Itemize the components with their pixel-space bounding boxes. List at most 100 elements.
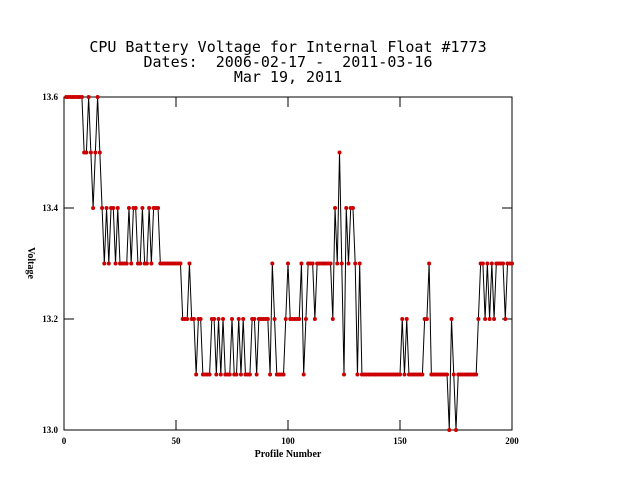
data-point xyxy=(254,372,259,377)
data-point xyxy=(106,261,111,266)
data-point xyxy=(346,261,351,266)
data-point xyxy=(286,261,290,266)
data-point xyxy=(156,206,161,210)
data-point xyxy=(191,317,196,321)
data-point xyxy=(216,317,221,321)
data-point xyxy=(133,206,138,210)
data-point xyxy=(236,317,241,321)
data-point xyxy=(333,206,338,210)
data-point xyxy=(88,150,93,155)
data-point xyxy=(312,317,317,321)
data-point xyxy=(194,372,199,377)
data-point xyxy=(357,261,362,266)
data-point xyxy=(335,261,340,266)
data-point xyxy=(303,317,308,321)
data-point xyxy=(147,206,152,210)
data-point xyxy=(272,317,277,321)
x-axis-label: Profile Number xyxy=(255,449,322,460)
data-point xyxy=(489,261,494,266)
data-point xyxy=(129,261,134,266)
data-point xyxy=(104,206,109,210)
data-point xyxy=(221,317,226,321)
x-tick-label: 0 xyxy=(62,436,67,446)
data-point xyxy=(126,206,131,210)
data-point xyxy=(140,206,145,210)
chart-date: Mar 19, 2011 xyxy=(234,68,342,86)
data-point xyxy=(299,261,304,266)
x-tick-label: 200 xyxy=(505,436,519,446)
data-point xyxy=(402,372,407,377)
data-point xyxy=(227,372,232,377)
data-point xyxy=(185,317,190,321)
data-point xyxy=(487,317,492,321)
data-point xyxy=(198,317,203,321)
data-point xyxy=(283,317,288,321)
data-point xyxy=(492,317,497,321)
data-point xyxy=(420,372,425,377)
data-point xyxy=(355,372,360,377)
data-point xyxy=(480,261,485,266)
data-point xyxy=(398,372,402,377)
data-point xyxy=(212,317,217,321)
data-point xyxy=(102,261,107,266)
data-point xyxy=(339,261,344,266)
data-point xyxy=(310,261,315,266)
data-point xyxy=(241,317,246,321)
data-point xyxy=(337,150,342,155)
data-point xyxy=(86,95,91,99)
x-tick-label: 150 xyxy=(393,436,407,446)
data-point xyxy=(330,317,335,321)
data-point xyxy=(270,261,275,266)
data-point xyxy=(404,317,409,321)
data-point xyxy=(342,372,346,377)
data-point xyxy=(214,372,219,377)
data-point xyxy=(268,372,273,377)
y-tick-label: 13.6 xyxy=(42,92,58,102)
chart-title: CPU Battery Voltage for Internal Float #… xyxy=(89,38,486,56)
data-point xyxy=(91,206,96,210)
x-tick-label: 100 xyxy=(281,436,295,446)
data-point xyxy=(238,372,243,377)
data-point xyxy=(427,261,432,266)
data-point xyxy=(144,261,149,266)
data-point xyxy=(353,261,358,266)
data-point xyxy=(451,372,456,377)
data-point xyxy=(297,317,302,321)
data-point xyxy=(97,150,102,155)
data-point xyxy=(178,261,183,266)
data-point xyxy=(138,261,143,266)
data-point xyxy=(265,317,270,321)
data-point xyxy=(187,261,192,266)
data-point xyxy=(149,261,154,266)
data-point xyxy=(247,372,252,377)
data-point xyxy=(79,95,84,99)
data-point xyxy=(350,206,355,210)
data-point xyxy=(234,372,239,377)
data-point xyxy=(93,150,98,155)
data-point xyxy=(124,261,129,266)
data-point xyxy=(100,206,105,210)
data-point xyxy=(501,261,506,266)
data-point xyxy=(207,372,212,377)
y-tick-label: 13.4 xyxy=(42,203,58,213)
data-point xyxy=(218,372,223,377)
y-tick-label: 13.0 xyxy=(42,425,58,435)
data-point xyxy=(301,372,306,377)
y-tick-label: 13.2 xyxy=(42,314,58,324)
data-point xyxy=(230,317,234,321)
data-point xyxy=(510,261,514,266)
data-point xyxy=(449,317,454,321)
data-point xyxy=(483,317,488,321)
data-point xyxy=(424,317,429,321)
y-axis-label: Voltage xyxy=(25,247,36,279)
data-point xyxy=(474,372,479,377)
data-point xyxy=(252,317,257,321)
data-point xyxy=(281,372,286,377)
chart-subtitle: Dates: 2006-02-17 - 2011-03-16 xyxy=(144,53,433,71)
data-point xyxy=(400,317,405,321)
data-point xyxy=(447,428,452,432)
data-point xyxy=(344,206,349,210)
x-tick-label: 50 xyxy=(172,436,182,446)
